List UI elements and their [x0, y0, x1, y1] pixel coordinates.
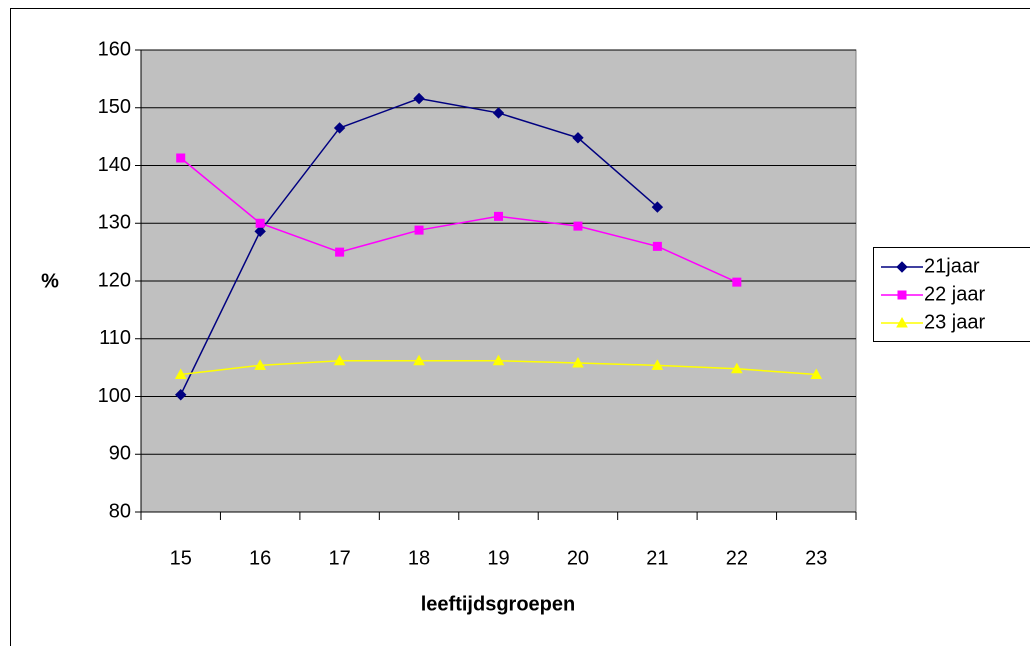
y-tick-label: 130	[98, 212, 131, 234]
data-point	[651, 359, 664, 370]
data-point	[335, 247, 345, 257]
y-tick-label: 140	[98, 154, 131, 176]
data-point	[652, 241, 662, 251]
legend-marker	[896, 261, 908, 273]
data-point	[174, 368, 187, 380]
data-point	[492, 354, 505, 366]
x-axis-label: leeftijdsgroepen	[421, 593, 575, 615]
x-tick-label: 19	[487, 547, 509, 569]
data-point	[810, 368, 823, 380]
data-point	[175, 389, 187, 401]
y-tick-label: 100	[98, 385, 131, 407]
data-point	[492, 107, 505, 119]
data-point	[651, 201, 664, 213]
data-point	[494, 211, 503, 221]
data-point	[572, 356, 584, 368]
data-point	[730, 362, 743, 374]
y-tick-label: 120	[98, 269, 131, 291]
x-tick-label: 22	[726, 547, 748, 569]
data-point	[333, 354, 346, 366]
x-tick-label: 16	[249, 547, 271, 569]
x-tick-label: 18	[408, 547, 430, 569]
y-tick-label: 110	[99, 327, 131, 349]
data-point	[414, 225, 424, 235]
x-tick-label: 17	[328, 547, 350, 569]
x-tick-label: 21	[646, 547, 668, 569]
data-point	[732, 277, 742, 287]
data-point	[413, 354, 425, 366]
data-point	[254, 359, 267, 370]
y-tick-label: 80	[109, 500, 131, 522]
data-point	[255, 218, 265, 228]
x-tick-label: 15	[170, 547, 192, 569]
legend-label: 22 jaar	[924, 283, 985, 305]
data-point	[573, 221, 583, 231]
data-point	[176, 153, 186, 163]
legend-marker	[896, 316, 908, 328]
series-line	[180, 157, 738, 283]
data-point	[254, 225, 266, 238]
x-tick-label: 20	[567, 547, 589, 569]
data-point	[413, 92, 425, 105]
y-axis-label: %	[41, 270, 59, 292]
y-tick-label: 150	[98, 96, 131, 118]
legend-label: 23 jaar	[924, 311, 985, 333]
data-point	[333, 122, 346, 134]
legend-label: 21jaar	[924, 255, 980, 277]
legend-marker	[897, 290, 907, 300]
x-tick-label: 23	[805, 547, 827, 569]
y-tick-label: 90	[109, 443, 131, 465]
y-tick-label: 160	[98, 38, 131, 60]
data-point	[572, 132, 584, 144]
